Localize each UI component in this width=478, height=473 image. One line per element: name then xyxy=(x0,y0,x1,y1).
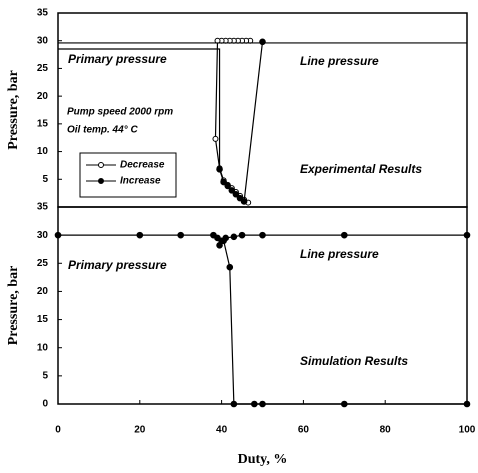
annotation: Simulation Results xyxy=(300,354,408,368)
annotation: Experimental Results xyxy=(300,162,422,176)
y-tick-label: 15 xyxy=(37,118,49,129)
y-tick-label: 25 xyxy=(37,63,49,74)
x-tick-label: 40 xyxy=(216,425,228,436)
y-tick-label: 15 xyxy=(37,314,49,325)
marker xyxy=(463,400,471,408)
marker xyxy=(54,231,62,239)
marker xyxy=(228,187,236,194)
marker xyxy=(463,231,471,239)
annotation: Line pressure xyxy=(300,54,379,68)
y-tick-label: 20 xyxy=(37,286,49,297)
y-tick-label: 30 xyxy=(37,35,49,46)
marker xyxy=(251,400,258,408)
y-tick-label: 30 xyxy=(37,230,49,241)
line xyxy=(218,41,264,203)
annotation: Primary pressure xyxy=(68,52,167,66)
x-tick-label: 80 xyxy=(380,425,392,436)
y-tick-label: 5 xyxy=(42,370,48,381)
legend-marker xyxy=(98,162,104,168)
line xyxy=(58,48,221,169)
marker xyxy=(259,38,266,46)
y-tick-label: 35 xyxy=(37,8,49,19)
y-tick-label: 0 xyxy=(42,399,48,410)
x-tick-label: 0 xyxy=(55,425,61,436)
y-tick-label: 35 xyxy=(37,202,49,213)
marker xyxy=(236,194,244,202)
y-tick-label: 5 xyxy=(42,174,48,185)
marker xyxy=(240,198,248,205)
marker xyxy=(238,231,246,239)
marker xyxy=(136,231,144,239)
marker xyxy=(230,400,238,408)
line xyxy=(214,40,251,204)
x-tick-label: 100 xyxy=(459,425,476,436)
marker xyxy=(216,241,223,249)
x-tick-label: 60 xyxy=(298,425,310,436)
annotation: Pump speed 2000 rpm xyxy=(67,107,173,118)
annotation: Oil temp. 44° C xyxy=(67,125,138,136)
x-tick-label: 20 xyxy=(134,425,146,436)
marker xyxy=(177,231,184,239)
y-tick-label: 10 xyxy=(37,342,49,353)
annotation: Primary pressure xyxy=(68,258,167,272)
y-tick-label: 25 xyxy=(37,258,49,269)
y-axis-title: Pressure, bar xyxy=(6,70,21,150)
legend-label: Increase xyxy=(120,176,161,187)
marker xyxy=(224,182,232,190)
legend-box xyxy=(79,152,177,198)
marker xyxy=(230,233,238,241)
annotation: Line pressure xyxy=(300,247,379,261)
legend-label: Decrease xyxy=(120,160,165,171)
legend-marker xyxy=(98,178,104,184)
marker xyxy=(259,231,266,239)
line xyxy=(219,239,467,405)
y-tick-label: 10 xyxy=(37,146,49,157)
marker xyxy=(220,178,227,186)
marker xyxy=(232,190,240,198)
marker xyxy=(259,400,266,408)
marker xyxy=(220,237,227,245)
y-axis-title: Pressure, bar xyxy=(6,266,21,346)
x-axis-title: Duty, % xyxy=(238,452,288,467)
marker xyxy=(341,231,348,239)
marker xyxy=(226,263,234,271)
y-tick-label: 20 xyxy=(37,91,49,102)
marker xyxy=(341,400,348,408)
marker xyxy=(212,135,219,142)
